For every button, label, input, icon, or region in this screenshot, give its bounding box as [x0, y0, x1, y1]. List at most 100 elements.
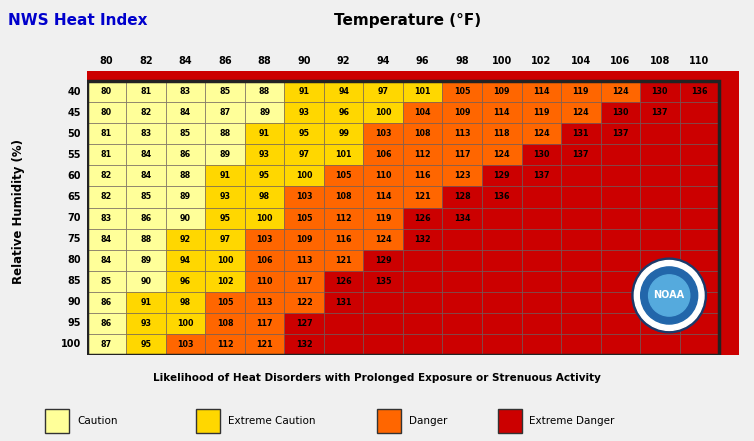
Text: 86: 86	[140, 213, 152, 223]
Bar	[482, 313, 522, 334]
Bar	[601, 81, 640, 102]
Bar	[561, 165, 601, 187]
Bar	[87, 144, 126, 165]
Bar	[443, 208, 482, 228]
Text: 119: 119	[375, 213, 391, 223]
Text: 40: 40	[67, 86, 81, 97]
Text: 106: 106	[256, 256, 273, 265]
Bar	[205, 292, 245, 313]
Bar	[166, 292, 205, 313]
Text: 93: 93	[219, 192, 231, 202]
Text: 112: 112	[415, 150, 431, 159]
Text: 117: 117	[256, 319, 273, 328]
Bar	[403, 292, 443, 313]
Text: 105: 105	[336, 172, 352, 180]
Text: 108: 108	[336, 192, 352, 202]
Circle shape	[632, 258, 706, 333]
Bar	[640, 187, 679, 208]
Text: 119: 119	[572, 87, 589, 96]
Text: 134: 134	[454, 213, 470, 223]
Bar	[443, 123, 482, 144]
Bar	[482, 208, 522, 228]
Text: 91: 91	[140, 298, 152, 307]
Bar	[245, 123, 284, 144]
Text: 94: 94	[180, 256, 191, 265]
Text: 87: 87	[101, 340, 112, 349]
Bar	[403, 187, 443, 208]
Bar	[363, 144, 403, 165]
Bar	[87, 123, 126, 144]
Text: 98: 98	[180, 298, 191, 307]
Bar	[166, 208, 205, 228]
Text: 124: 124	[533, 129, 550, 138]
Bar	[324, 250, 363, 271]
Bar	[403, 144, 443, 165]
Text: 121: 121	[415, 192, 431, 202]
Bar	[640, 271, 679, 292]
Text: 121: 121	[256, 340, 273, 349]
Text: 110: 110	[375, 172, 391, 180]
Bar	[284, 292, 324, 313]
Bar	[679, 334, 719, 355]
Bar	[87, 208, 126, 228]
Bar	[205, 144, 245, 165]
Bar	[601, 165, 640, 187]
Bar	[284, 334, 324, 355]
Bar	[126, 102, 166, 123]
Text: 119: 119	[533, 108, 550, 117]
Bar	[522, 102, 561, 123]
Bar	[443, 81, 482, 102]
Bar	[245, 292, 284, 313]
Circle shape	[634, 261, 704, 330]
Text: 101: 101	[415, 87, 431, 96]
Bar	[522, 144, 561, 165]
Bar	[522, 271, 561, 292]
Bar	[601, 271, 640, 292]
Text: 136: 136	[691, 87, 708, 96]
Bar	[640, 81, 679, 102]
Text: 106: 106	[610, 56, 630, 66]
Bar	[522, 165, 561, 187]
Text: 92: 92	[180, 235, 191, 243]
Bar	[205, 165, 245, 187]
Text: 114: 114	[494, 108, 510, 117]
Text: 97: 97	[219, 235, 231, 243]
Text: 82: 82	[101, 192, 112, 202]
Bar	[601, 144, 640, 165]
Text: 117: 117	[454, 150, 470, 159]
Bar	[245, 334, 284, 355]
Text: 126: 126	[415, 213, 431, 223]
Text: 83: 83	[140, 129, 152, 138]
Bar	[126, 292, 166, 313]
Bar	[87, 292, 126, 313]
Text: 99: 99	[338, 129, 349, 138]
Text: 50: 50	[67, 129, 81, 139]
Text: NOAA: NOAA	[654, 291, 685, 300]
Text: 130: 130	[612, 108, 629, 117]
Bar	[443, 271, 482, 292]
Bar	[166, 123, 205, 144]
Bar	[601, 292, 640, 313]
Bar	[324, 271, 363, 292]
Text: 95: 95	[259, 172, 270, 180]
Text: 85: 85	[67, 276, 81, 286]
Bar	[205, 123, 245, 144]
Bar	[324, 187, 363, 208]
Text: 60: 60	[67, 171, 81, 181]
Text: 85: 85	[219, 87, 231, 96]
Bar	[679, 292, 719, 313]
Text: 132: 132	[296, 340, 312, 349]
Bar	[561, 144, 601, 165]
Bar	[245, 228, 284, 250]
Text: 98: 98	[455, 56, 469, 66]
Text: 86: 86	[101, 319, 112, 328]
Text: 94: 94	[338, 87, 349, 96]
Text: 81: 81	[101, 150, 112, 159]
Text: 93: 93	[299, 108, 310, 117]
Text: 90: 90	[67, 297, 81, 307]
Text: 123: 123	[454, 172, 470, 180]
Bar	[679, 271, 719, 292]
Text: 55: 55	[67, 150, 81, 160]
Bar	[284, 165, 324, 187]
Bar	[166, 313, 205, 334]
